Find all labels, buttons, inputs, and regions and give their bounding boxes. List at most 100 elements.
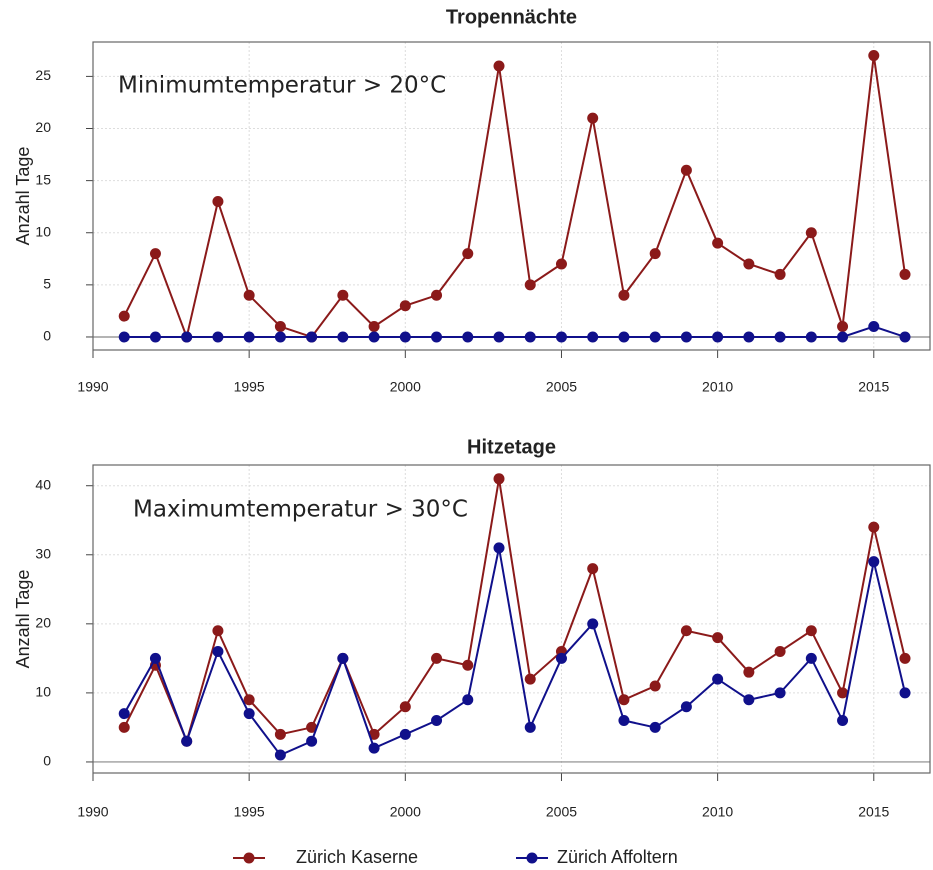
point: [649, 680, 661, 692]
point: [493, 60, 505, 72]
point: [743, 258, 755, 270]
point: [399, 300, 411, 312]
point: [712, 331, 724, 343]
point: [712, 632, 724, 644]
point: [524, 331, 536, 343]
point: [337, 652, 349, 664]
y-tick-label: 10: [35, 684, 51, 700]
point: [680, 625, 692, 637]
point: [399, 728, 411, 740]
point: [743, 666, 755, 678]
x-tick-label: 2005: [546, 379, 577, 395]
point: [243, 289, 255, 301]
x-tick-label: 2000: [390, 379, 421, 395]
point: [181, 735, 193, 747]
point: [899, 687, 911, 699]
y-tick-label: 30: [35, 545, 51, 561]
point: [680, 164, 692, 176]
point: [837, 715, 849, 727]
point: [306, 721, 318, 733]
y-tick-label: 15: [35, 171, 51, 187]
point: [462, 248, 474, 260]
y-tick-label: 20: [35, 615, 51, 631]
point: [555, 331, 567, 343]
point: [524, 721, 536, 733]
point: [274, 749, 286, 761]
point: [212, 625, 224, 637]
x-tick-label: 2000: [390, 804, 421, 820]
point: [181, 331, 193, 343]
point: [337, 331, 349, 343]
point: [618, 694, 630, 706]
series-line: [123, 478, 906, 745]
point: [243, 708, 255, 720]
point: [805, 227, 817, 239]
plot-frame: [92, 464, 931, 774]
point: [431, 289, 443, 301]
point: [431, 331, 443, 343]
y-tick-label: 0: [43, 753, 51, 769]
point: [306, 331, 318, 343]
point: [899, 652, 911, 664]
point: [306, 735, 318, 747]
y-tick-label: 0: [43, 328, 51, 344]
point: [555, 258, 567, 270]
y-tick-label: 5: [43, 276, 51, 292]
point: [712, 237, 724, 249]
point: [587, 563, 599, 575]
point: [649, 721, 661, 733]
legend-label: Zürich Kaserne: [296, 847, 418, 867]
point: [462, 694, 474, 706]
point: [712, 673, 724, 685]
y-tick-label: 40: [35, 476, 51, 492]
point: [118, 310, 130, 322]
point: [368, 331, 380, 343]
point: [212, 645, 224, 657]
point: [149, 331, 161, 343]
legend-marker: [243, 852, 255, 864]
point: [837, 687, 849, 699]
x-tick-label: 2015: [858, 804, 889, 820]
x-tick-label: 2015: [858, 379, 889, 395]
point: [774, 268, 786, 280]
point: [618, 331, 630, 343]
point: [462, 659, 474, 671]
point: [649, 331, 661, 343]
chart-title: Hitzetage: [467, 436, 556, 458]
point: [274, 728, 286, 740]
point: [649, 248, 661, 260]
point: [868, 321, 880, 333]
point: [805, 331, 817, 343]
x-tick-label: 1995: [234, 804, 265, 820]
point: [368, 728, 380, 740]
y-axis-label: Anzahl Tage: [13, 570, 33, 669]
point: [524, 673, 536, 685]
point: [431, 652, 443, 664]
point: [899, 331, 911, 343]
point: [899, 268, 911, 280]
point: [118, 721, 130, 733]
point: [243, 331, 255, 343]
point: [493, 542, 505, 554]
point: [774, 645, 786, 657]
annotation: Minimumtemperatur > 20°C: [118, 73, 446, 99]
point: [555, 652, 567, 664]
chart-title: Tropennächte: [446, 6, 577, 28]
y-tick-label: 20: [35, 119, 51, 135]
point: [212, 331, 224, 343]
point: [243, 694, 255, 706]
point: [149, 652, 161, 664]
point: [274, 321, 286, 333]
x-tick-label: 1995: [234, 379, 265, 395]
y-tick-label: 10: [35, 223, 51, 239]
point: [274, 331, 286, 343]
point: [368, 742, 380, 754]
x-tick-label: 1990: [77, 804, 108, 820]
x-tick-label: 2010: [702, 804, 733, 820]
point: [493, 331, 505, 343]
series-line: [124, 325, 906, 338]
point: [868, 521, 880, 533]
point: [805, 652, 817, 664]
y-axis-label: Anzahl Tage: [13, 147, 33, 246]
